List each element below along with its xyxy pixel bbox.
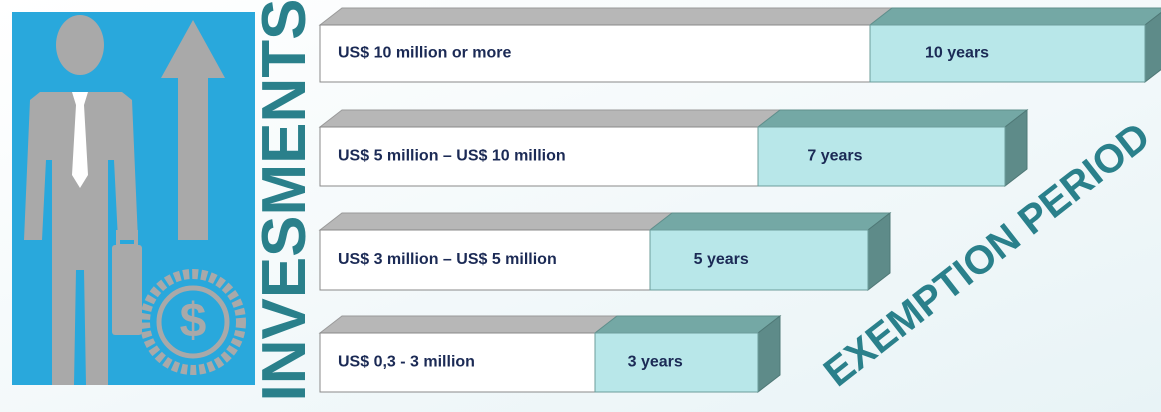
title-vertical: INVESMENTS [250, 0, 319, 402]
row: US$ 5 million – US$ 10 million 7 years [320, 110, 1027, 186]
infographic: $ INVESMENTS US$ 10 million or more 10 ye… [0, 0, 1161, 412]
box-top [320, 316, 617, 333]
box-top [320, 110, 780, 127]
period-label: 10 years [925, 45, 989, 62]
icon-panel: $ [12, 12, 255, 385]
range-label: US$ 3 million – US$ 5 million [338, 251, 557, 268]
box-top [320, 213, 672, 230]
dollar-symbol: $ [180, 295, 207, 348]
box-top [320, 8, 892, 25]
row: US$ 3 million – US$ 5 million 5 years [320, 213, 890, 290]
range-label: US$ 5 million – US$ 10 million [338, 148, 566, 165]
range-label: US$ 0,3 - 3 million [338, 354, 475, 371]
row: US$ 10 million or more 10 years [320, 8, 1161, 82]
period-label: 7 years [807, 148, 862, 165]
row: US$ 0,3 - 3 million 3 years [320, 316, 780, 392]
box-top-period [758, 110, 1027, 127]
period-box [870, 25, 1145, 82]
period-label: 5 years [694, 251, 749, 268]
period-label: 3 years [628, 354, 683, 371]
box-top-period [870, 8, 1161, 25]
period-box [650, 230, 868, 290]
box-top-period [650, 213, 890, 230]
period-box [758, 127, 1005, 186]
range-label: US$ 10 million or more [338, 45, 511, 62]
box-top-period [595, 316, 780, 333]
